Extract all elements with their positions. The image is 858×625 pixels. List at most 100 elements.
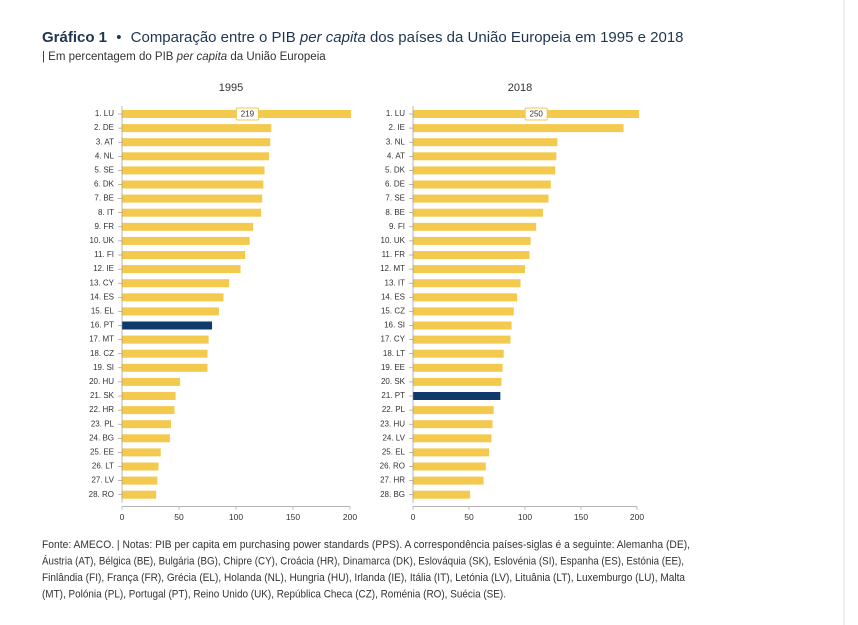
bar bbox=[413, 138, 558, 147]
x-tick-label: 100 bbox=[518, 512, 532, 522]
y-tick-label: 6. DE bbox=[385, 180, 405, 189]
bar bbox=[413, 363, 503, 372]
bar bbox=[122, 377, 181, 386]
y-tick-label: 3. AT bbox=[96, 137, 114, 146]
value-label-box bbox=[235, 107, 259, 121]
bar bbox=[122, 293, 224, 302]
x-tick-label: 100 bbox=[229, 512, 243, 522]
y-tick-label: 10. UK bbox=[90, 236, 115, 245]
y-tick-label: 15. EL bbox=[91, 307, 115, 316]
bar bbox=[122, 476, 158, 485]
bar bbox=[122, 138, 271, 147]
title-text: dos países da União Europeia em 1995 e 2… bbox=[366, 29, 684, 46]
y-tick-label: 23. HU bbox=[380, 419, 405, 428]
y-tick-label: 22. PL bbox=[382, 405, 406, 414]
bar bbox=[122, 236, 250, 245]
bar bbox=[413, 152, 557, 161]
y-tick-label: 11. FR bbox=[382, 250, 406, 259]
y-tick-label: 20. SK bbox=[381, 377, 406, 386]
y-tick-label: 12. MT bbox=[380, 264, 405, 273]
y-tick-label: 8. IT bbox=[98, 208, 114, 217]
bar bbox=[413, 124, 624, 133]
x-tick-label: 0 bbox=[120, 512, 125, 522]
bar bbox=[122, 406, 175, 415]
x-tick-label: 50 bbox=[464, 512, 474, 522]
bar bbox=[413, 208, 543, 217]
y-tick-label: 8. BE bbox=[385, 208, 405, 217]
bar bbox=[122, 194, 263, 203]
bar bbox=[413, 406, 494, 415]
y-tick-label: 4. AT bbox=[387, 151, 405, 160]
panel-title: 2018 bbox=[508, 82, 532, 94]
y-tick-label: 27. LV bbox=[91, 476, 114, 485]
title-label: Gráfico 1 bbox=[42, 29, 107, 46]
x-tick-label: 50 bbox=[174, 512, 184, 522]
bar bbox=[413, 293, 518, 302]
note-line: Áustria (AT), Bélgica (BE), Bulgária (BG… bbox=[42, 554, 684, 567]
bar bbox=[413, 265, 525, 274]
y-tick-label: 7. BE bbox=[94, 194, 114, 203]
y-tick-label: 14. ES bbox=[90, 292, 114, 301]
x-tick-label: 200 bbox=[343, 512, 357, 522]
bar bbox=[413, 490, 471, 499]
y-tick-label: 7. SE bbox=[385, 194, 405, 203]
bar bbox=[122, 349, 208, 358]
value-label: 250 bbox=[530, 110, 544, 119]
bar bbox=[122, 448, 161, 457]
y-tick-label: 18. CZ bbox=[90, 349, 114, 358]
bar bbox=[413, 180, 551, 189]
x-tick-label: 150 bbox=[574, 512, 588, 522]
bar bbox=[122, 279, 230, 288]
bar bbox=[122, 392, 176, 400]
x-tick-label: 200 bbox=[630, 512, 644, 522]
bar bbox=[413, 377, 502, 386]
bar bbox=[413, 279, 521, 288]
value-label: 219 bbox=[241, 110, 255, 119]
y-tick-label: 24. BG bbox=[89, 433, 114, 442]
y-tick-label: 18. LT bbox=[383, 349, 405, 358]
y-tick-label: 26. LT bbox=[92, 462, 114, 471]
bar bbox=[122, 265, 241, 274]
y-tick-label: 19. SI bbox=[93, 363, 114, 372]
bar bbox=[122, 222, 254, 231]
bar bbox=[413, 335, 511, 344]
y-tick-label: 10. UK bbox=[381, 236, 406, 245]
note-line: Finlândia (FI), França (FR), Grécia (EL)… bbox=[42, 572, 686, 584]
y-tick-label: 25. EL bbox=[382, 448, 406, 457]
y-tick-label: 22. HR bbox=[89, 405, 114, 414]
bar bbox=[413, 420, 493, 429]
y-tick-label: 20. HU bbox=[89, 377, 114, 386]
subtitle-text: | Em percentagem do PIB bbox=[42, 51, 177, 63]
bar bbox=[122, 208, 262, 217]
y-tick-label: 16. SI bbox=[384, 321, 405, 330]
bar bbox=[413, 307, 514, 316]
y-tick-label: 4. NL bbox=[95, 151, 115, 160]
y-tick-label: 1. LU bbox=[386, 109, 405, 118]
x-tick-label: 150 bbox=[286, 512, 300, 522]
bar bbox=[122, 180, 264, 189]
y-tick-label: 13. IT bbox=[385, 278, 406, 287]
title-text: Comparação entre o PIB bbox=[131, 29, 300, 46]
subtitle-italic: per capita bbox=[176, 51, 228, 63]
y-tick-label: 1. LU bbox=[95, 109, 114, 118]
bar bbox=[122, 420, 172, 429]
bar bbox=[413, 251, 530, 259]
bar bbox=[413, 392, 501, 400]
bar bbox=[122, 462, 159, 471]
y-tick-label: 21. SK bbox=[90, 391, 115, 400]
y-tick-label: 11. FI bbox=[94, 250, 114, 259]
bar bbox=[413, 349, 504, 358]
bar bbox=[413, 222, 537, 231]
note-line: (MT), Polónia (PL), Portugal (PT), Reino… bbox=[42, 588, 506, 600]
note-line: Fonte: AMECO. | Notas: PIB per capita em… bbox=[42, 539, 690, 551]
bar bbox=[413, 166, 556, 175]
y-tick-label: 3. NL bbox=[386, 137, 406, 146]
y-tick-label: 16. PT bbox=[90, 321, 114, 330]
bar bbox=[413, 434, 492, 443]
y-tick-label: 9. FR bbox=[94, 222, 114, 231]
panel-title: 1995 bbox=[219, 82, 243, 94]
bar bbox=[122, 307, 219, 316]
y-tick-label: 25. EE bbox=[90, 448, 114, 457]
subtitle-text: da União Europeia bbox=[227, 51, 326, 63]
